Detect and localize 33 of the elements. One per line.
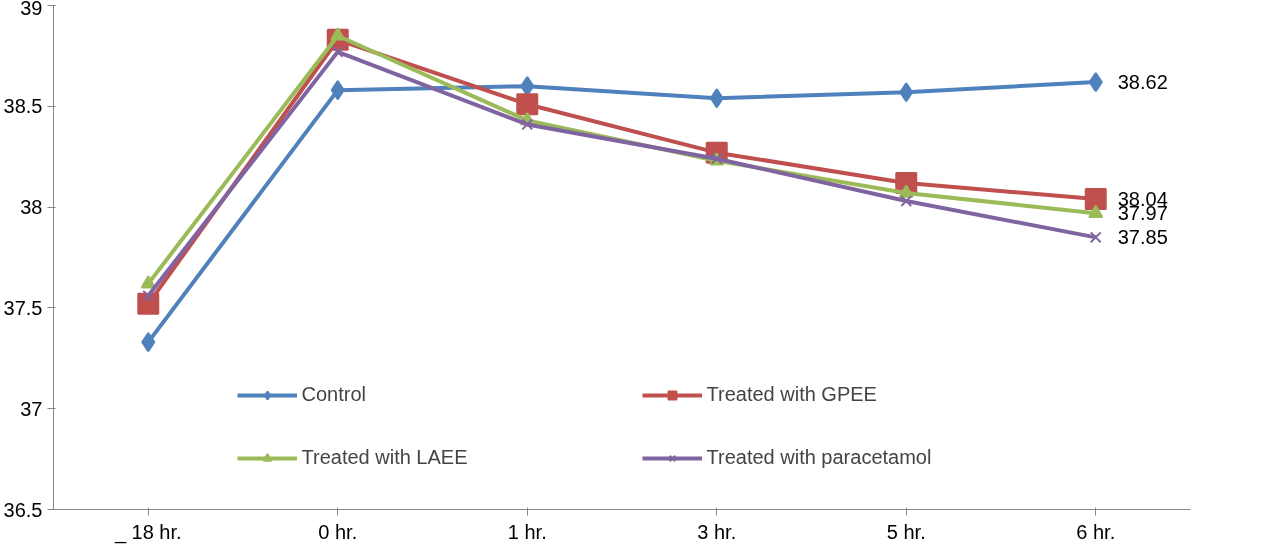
x-tick-label: _ 18 hr.: [113, 520, 182, 544]
data-label: 37.85: [1117, 226, 1168, 249]
y-tick-label: 38.5: [3, 95, 43, 118]
y-tick-label: 39: [20, 0, 43, 19]
point: [899, 82, 914, 103]
point: [140, 275, 156, 289]
point: [331, 45, 344, 58]
x-tick-label: 1 hr.: [507, 520, 547, 543]
y-tick-label: 37.5: [3, 296, 43, 319]
legend-label: Treated with GPEE: [706, 383, 878, 406]
point: [330, 80, 345, 101]
point: [1089, 231, 1102, 244]
point: [1088, 204, 1104, 218]
point: [1088, 72, 1103, 93]
legend-label: Control: [301, 383, 367, 406]
legend-label: Treated with LAEE: [301, 446, 469, 469]
point: [1084, 188, 1107, 211]
legend-label: Treated with paracetamol: [706, 446, 933, 469]
point: [709, 88, 724, 109]
x-tick-label: 0 hr.: [318, 520, 358, 543]
x-tick-label: 5 hr.: [886, 520, 926, 543]
y-tick-label: 36.5: [3, 498, 43, 521]
data-label: 38.62: [1117, 71, 1168, 94]
point: [516, 93, 539, 116]
point: [900, 195, 913, 207]
x-tick-label: 6 hr.: [1076, 520, 1116, 543]
x-tick-label: 3 hr.: [697, 520, 737, 543]
point: [521, 118, 534, 131]
point: [141, 332, 156, 353]
point: [137, 292, 160, 315]
y-tick-label: 38: [20, 196, 43, 219]
y-tick-label: 37: [20, 397, 43, 420]
point: [142, 289, 155, 302]
